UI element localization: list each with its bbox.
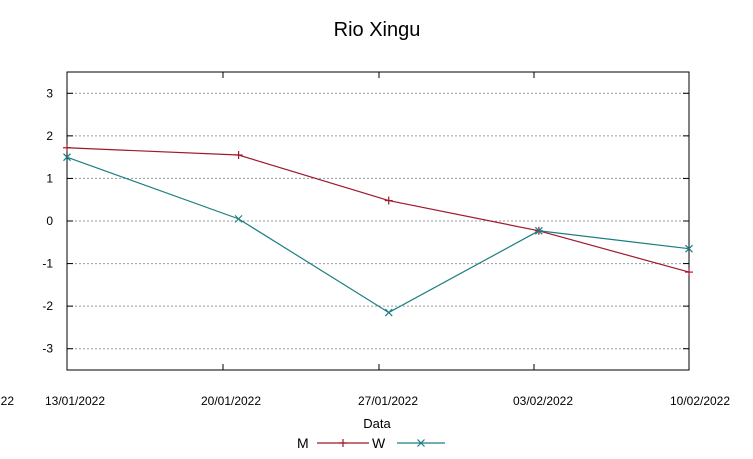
y-tick-label: 3 <box>46 86 53 100</box>
x-tick-label: 22 <box>1 394 15 408</box>
x-tick-label: 03/02/2022 <box>513 394 573 408</box>
y-axis: 3 2 1 0 -1 -2 -3 <box>42 86 689 356</box>
data-point-w <box>234 214 243 223</box>
data-point-m <box>234 151 243 160</box>
grid <box>67 92 689 350</box>
y-tick-label: -3 <box>42 342 53 356</box>
series-layer <box>63 143 693 317</box>
series-line-w <box>66 156 690 314</box>
x-tick-label: 10/02/2022 <box>670 394 730 408</box>
x-tick-label: 27/01/2022 <box>358 394 418 408</box>
x-tick-label: 13/01/2022 <box>45 394 105 408</box>
data-point-m <box>63 143 71 152</box>
y-tick-label: -1 <box>42 257 53 271</box>
legend-label-w: W <box>372 435 386 451</box>
y-tick-label: 0 <box>46 214 53 228</box>
series-line-m <box>66 147 690 273</box>
y-tick-label: -2 <box>42 299 53 313</box>
chart-title: Rio Xingu <box>334 19 421 41</box>
legend-label-m: M <box>297 435 309 451</box>
x-tick-label: 20/01/2022 <box>201 394 261 408</box>
data-point-w <box>685 244 693 253</box>
data-point-w <box>63 153 71 162</box>
data-point-w <box>384 308 393 317</box>
legend-marker-x <box>417 439 425 447</box>
y-tick-label: 2 <box>46 129 53 143</box>
x-axis: 22 13/01/2022 20/01/2022 27/01/2022 03/02/20… <box>1 72 730 408</box>
data-point-w <box>534 226 543 235</box>
data-point-m <box>384 196 393 205</box>
data-point-m <box>685 268 693 277</box>
y-tick-label: 1 <box>46 171 53 185</box>
x-axis-label: Data <box>363 416 391 431</box>
